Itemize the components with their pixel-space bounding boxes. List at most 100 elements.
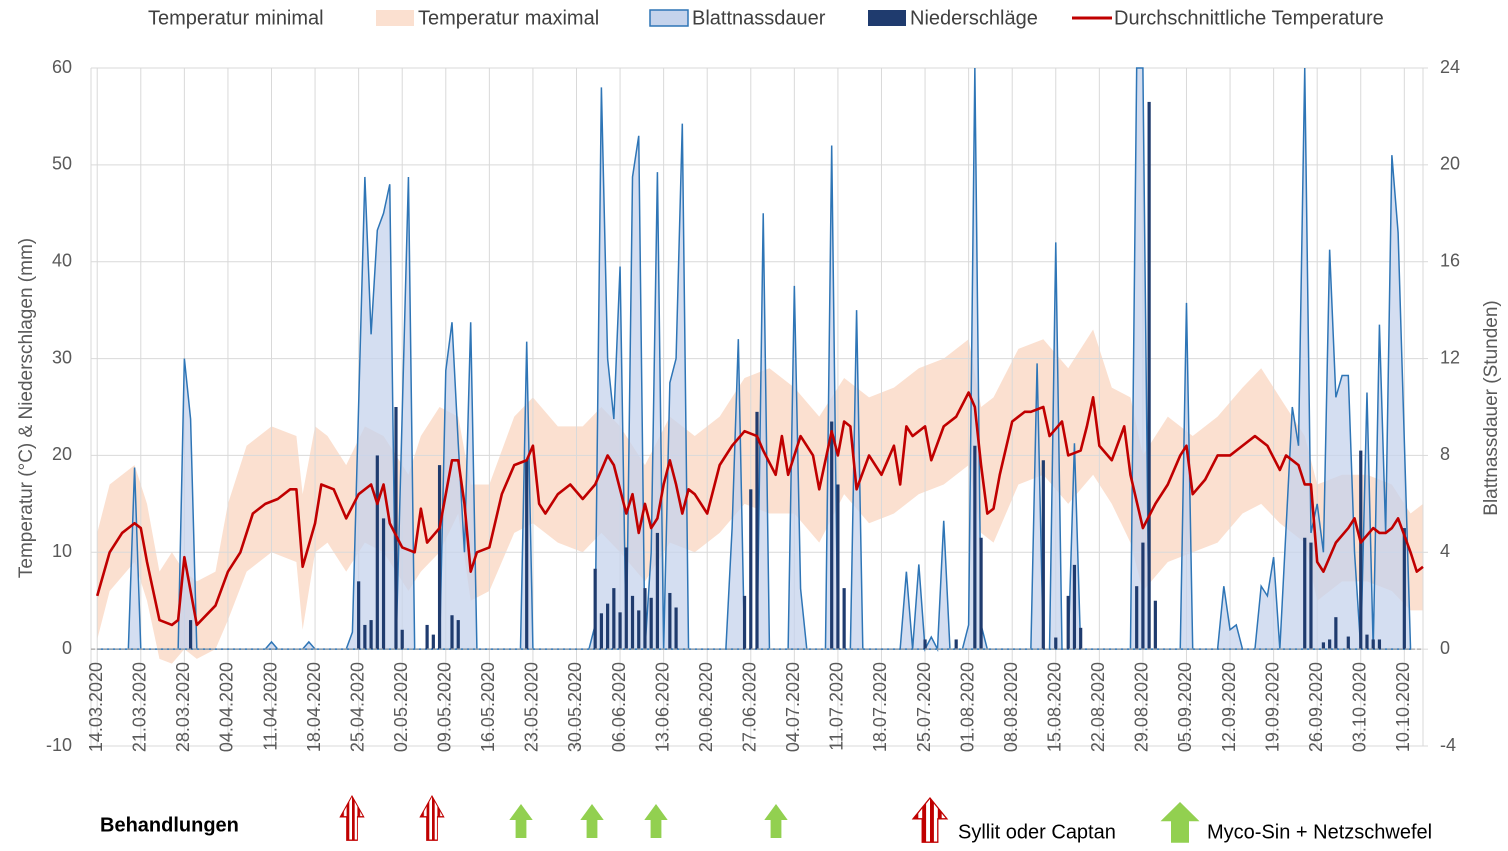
x-tick-label: 15.08.2020 (1045, 662, 1065, 752)
x-tick-label: 01.08.2020 (957, 662, 977, 752)
y-tick-label: 30 (52, 347, 72, 367)
x-tick-label: 22.08.2020 (1088, 662, 1108, 752)
y-tick-label: 10 (52, 541, 72, 561)
bar (525, 460, 529, 650)
x-tick-label: 30.05.2020 (565, 662, 585, 752)
x-tick-label: 27.06.2020 (740, 662, 760, 752)
bar (836, 484, 840, 650)
y2-axis-title: Blattnassdauer (Stunden) (1481, 300, 1502, 515)
y-tick-label: -10 (46, 735, 72, 755)
x-tick-label: 18.04.2020 (304, 662, 324, 752)
x-tick-label: 09.05.2020 (435, 662, 455, 752)
bar (431, 634, 435, 650)
red-arrow (339, 795, 365, 841)
x-tick-label: 08.08.2020 (1001, 662, 1021, 752)
bar (923, 639, 927, 650)
x-tick-label: 04.04.2020 (217, 662, 237, 752)
green-arrow (764, 804, 788, 838)
bar (363, 624, 367, 650)
bar (1079, 627, 1083, 650)
bar (1371, 639, 1375, 650)
bar (593, 568, 597, 650)
y2-tick-label: 20 (1440, 154, 1460, 174)
red-arrow-legend (912, 797, 948, 843)
bar (450, 615, 454, 650)
bar (655, 532, 660, 650)
x-tick-label: 14.03.2020 (86, 662, 106, 752)
legend-label: Niederschläge (910, 7, 1038, 29)
bar (1359, 450, 1363, 650)
bar (357, 581, 361, 650)
bar (1346, 636, 1350, 650)
bar (830, 421, 834, 650)
bar (1365, 634, 1369, 650)
legend-label: Blattnassdauer (692, 7, 826, 29)
bar (1309, 542, 1313, 650)
x-tick-label: 26.09.2020 (1306, 662, 1326, 752)
bar (369, 620, 373, 650)
bar (1153, 600, 1157, 650)
bar (668, 592, 672, 650)
bar (381, 518, 386, 650)
line (95, 391, 1424, 627)
y-tick-label: 20 (52, 444, 72, 464)
bar (437, 465, 442, 650)
bar (456, 620, 460, 650)
y-axis-title: Temperatur (°C) & Niederschlagen (mm) (16, 238, 37, 578)
bar (606, 603, 610, 650)
bar (674, 607, 678, 650)
legend-label: Temperatur maximal (418, 7, 599, 29)
bar (188, 620, 193, 650)
y2-tick-label: 16 (1440, 250, 1460, 270)
bar (755, 411, 759, 650)
bar (1303, 537, 1307, 650)
bar (643, 588, 647, 650)
x-tick-label: 12.09.2020 (1219, 662, 1239, 752)
x-tick-label: 04.07.2020 (783, 662, 803, 752)
plot-area: -10 0 10 20 30 40 50 60 -4 0 4 8 12 16 20 24 14.03.2020 2… (46, 57, 1460, 755)
bar (742, 595, 747, 650)
bar (1328, 639, 1332, 650)
area (97, 67, 1412, 652)
green-arrow (644, 804, 668, 838)
treatment-legend: Syllit oder Captan (958, 821, 1116, 843)
treatments-title: Behandlungen (100, 814, 239, 836)
bar (1041, 460, 1045, 650)
bar (749, 489, 753, 650)
bar (1054, 637, 1058, 650)
x-tick-label: 25.07.2020 (914, 662, 934, 752)
y2-tick-label: 12 (1440, 347, 1460, 367)
bar (637, 610, 641, 650)
y2-tick-label: 0 (1440, 638, 1450, 658)
y-tick-label: 60 (52, 57, 72, 77)
bar (1334, 617, 1338, 650)
bar (979, 537, 983, 650)
bar (599, 613, 603, 650)
x-tick-label: 03.10.2020 (1350, 662, 1370, 752)
bar (1066, 595, 1070, 650)
bar (630, 595, 635, 650)
x-tick-label: 13.06.2020 (652, 662, 672, 752)
x-tick-label: 23.05.2020 (522, 662, 542, 752)
legend-label: Durchschnittliche Temperature (1114, 7, 1384, 29)
legend-label: Temperatur minimal (148, 7, 324, 29)
bar (612, 588, 616, 650)
x-tick-label: 19.09.2020 (1262, 662, 1282, 752)
x-tick-label: 10.10.2020 (1393, 662, 1413, 752)
bar (394, 407, 398, 650)
y-tick-label: 50 (52, 154, 72, 174)
red-arrow (419, 795, 445, 841)
bar (1072, 564, 1077, 650)
y2-tick-label: 8 (1440, 444, 1450, 464)
y2-tick-label: 24 (1440, 57, 1460, 77)
green-arrow (580, 804, 604, 838)
bar (973, 445, 977, 650)
x-tick-label: 18.07.2020 (870, 662, 890, 752)
y2-tick-label: 4 (1440, 541, 1450, 561)
x-tick-label: 11.04.2020 (260, 662, 280, 751)
legend-swatch (106, 10, 144, 26)
green-arrow-legend (1160, 802, 1200, 843)
y-tick-label: 40 (52, 250, 72, 270)
bar (1321, 642, 1326, 650)
